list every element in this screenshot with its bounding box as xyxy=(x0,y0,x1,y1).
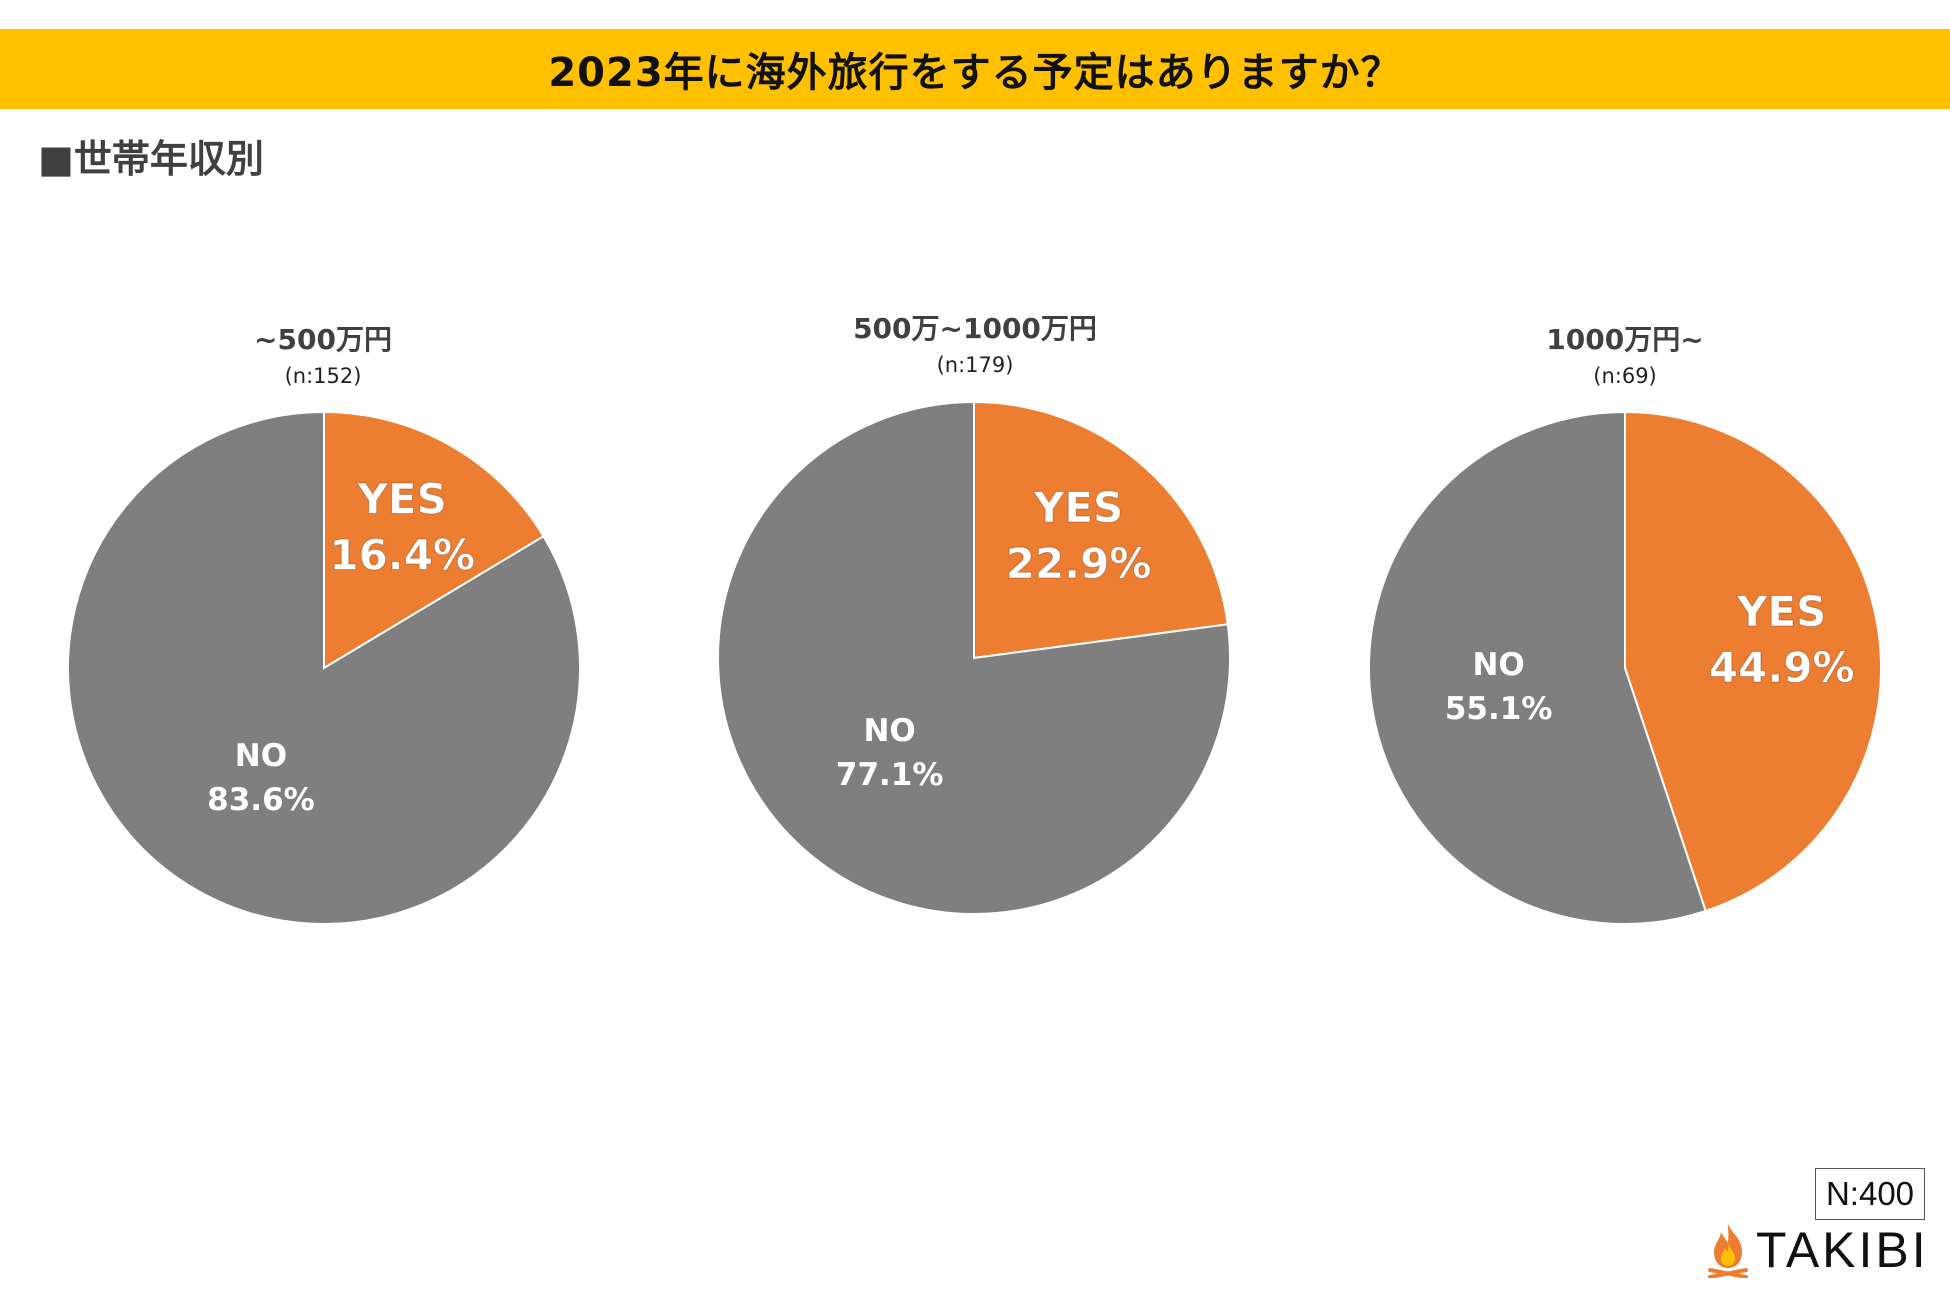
chart-2-no-value: 77.1% xyxy=(836,757,944,793)
chart-1-header: ~500万円 (n:152) xyxy=(113,318,533,388)
page-title: 2023年に海外旅行をする予定はありますか？ xyxy=(548,50,1402,96)
chart-1-slice-no xyxy=(67,410,581,925)
chart-1-yes-value: 16.4% xyxy=(329,530,475,579)
chart-3-no-value: 55.1% xyxy=(1445,691,1553,727)
chart-2-yes-label: YES xyxy=(1033,483,1123,532)
chart-2-slice-yes xyxy=(973,400,1229,660)
chart-3-yes-value: 44.9% xyxy=(1709,643,1855,692)
chart-2-sample-size: (n:179) xyxy=(936,353,1014,377)
chart-1-pie: YES 16.4% NO 83.6% xyxy=(67,410,581,925)
chart-2-pie: YES 22.9% NO 77.1% xyxy=(717,400,1231,915)
chart-2-yes-value: 22.9% xyxy=(1006,539,1152,588)
chart-3-title: 1000万円~ xyxy=(1546,323,1704,356)
chart-1-slice-yes xyxy=(323,410,545,670)
chart-3-yes-label: YES xyxy=(1736,587,1826,636)
brand-name: TAKIBI xyxy=(1756,1222,1929,1278)
chart-1-title: ~500万円 xyxy=(254,323,392,356)
flame-icon xyxy=(1708,1224,1748,1278)
title-banner: 2023年に海外旅行をする予定はありますか？ xyxy=(0,29,1950,109)
chart-3-sample-size: (n:69) xyxy=(1593,364,1657,388)
chart-1-no-label: NO xyxy=(235,738,287,774)
chart-3-header: 1000万円~ (n:69) xyxy=(1415,318,1835,388)
chart-1-no-value: 83.6% xyxy=(207,782,315,818)
chart-2-slice-no xyxy=(717,400,1231,915)
chart-1-yes-label: YES xyxy=(357,474,447,523)
chart-2-title: 500万~1000万円 xyxy=(853,312,1097,345)
chart-3-slice-yes xyxy=(1624,410,1882,913)
section-title: ■世帯年収別 xyxy=(38,137,264,181)
chart-3-no-label: NO xyxy=(1472,647,1524,683)
chart-3-slice-no xyxy=(1368,410,1707,925)
chart-2-header: 500万~1000万円 (n:179) xyxy=(765,307,1185,377)
chart-1-sample-size: (n:152) xyxy=(284,364,362,388)
chart-3-pie: YES 44.9% NO 55.1% xyxy=(1368,410,1882,925)
total-sample-size: N:400 xyxy=(1815,1168,1925,1220)
brand-logo: TAKIBI xyxy=(1706,1220,1929,1280)
chart-2-no-label: NO xyxy=(863,713,915,749)
